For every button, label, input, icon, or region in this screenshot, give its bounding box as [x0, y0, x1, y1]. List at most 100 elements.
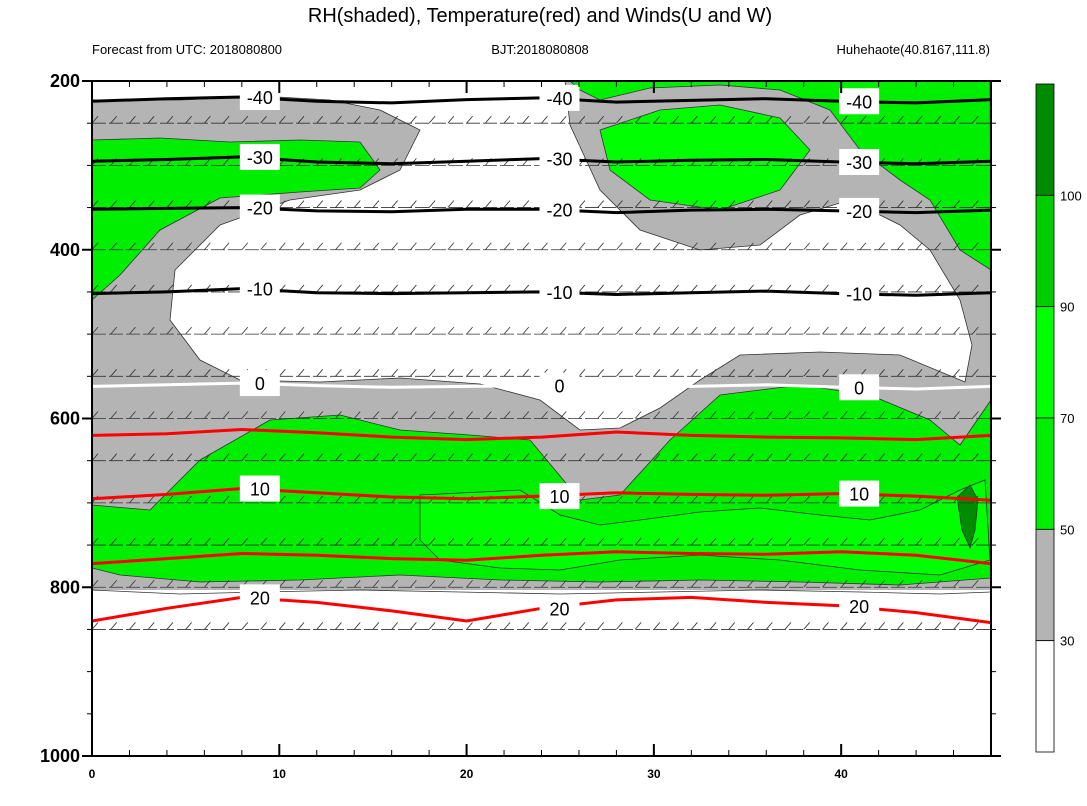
wind-barb [522, 326, 530, 335]
wind-barb [803, 411, 811, 419]
wind-barb [597, 369, 604, 377]
wind-barb [691, 369, 698, 377]
wind-barb [428, 537, 436, 546]
isotherm-label: -20 [846, 202, 872, 222]
wind-barb [971, 284, 979, 293]
surface-line [92, 589, 991, 595]
wind-barb [971, 622, 979, 630]
wind-barb [634, 622, 642, 630]
wind-barb [222, 622, 230, 630]
wind-barb [485, 369, 492, 377]
wind-barb [222, 579, 230, 588]
x-tick-label: 30 [647, 767, 661, 781]
wind-barb [204, 495, 211, 504]
wind-barb [260, 411, 267, 419]
wind-barb [260, 115, 267, 124]
wind-barb [971, 411, 979, 419]
isotherm-label: 20 [549, 599, 569, 619]
wind-barb [953, 579, 960, 588]
wind-barb [653, 579, 661, 588]
wind-barb [278, 453, 286, 461]
wind-barb [147, 326, 155, 335]
wind-barb [353, 242, 361, 251]
wind-barb [204, 200, 211, 208]
isotherm-label: -30 [846, 153, 872, 173]
wind-barb [578, 115, 586, 124]
wind-barb [110, 369, 118, 377]
wind-barb [204, 369, 211, 377]
chart-title: RH(shaded), Temperature(red) and Winds(U… [308, 5, 772, 27]
isotherm-label: -10 [247, 280, 273, 300]
wind-barb [672, 579, 679, 588]
wind-barb [971, 537, 979, 546]
wind-barb [728, 115, 736, 124]
wind-barb [297, 453, 305, 461]
wind-barb [803, 115, 811, 124]
wind-barb [372, 284, 380, 293]
wind-barb [466, 579, 473, 588]
wind-barb [616, 369, 623, 377]
wind-barb [672, 115, 679, 124]
wind-barb [578, 537, 586, 546]
wind-barb [653, 369, 661, 377]
wind-barb [878, 411, 885, 419]
wind-barb [241, 326, 249, 335]
wind-barb [672, 200, 679, 208]
colorbar-segment [1035, 194, 1055, 308]
isotherm-label-box [539, 483, 580, 510]
wind-barb [915, 326, 923, 335]
wind-barb [185, 115, 192, 124]
wind-barb [840, 622, 848, 630]
wind-barb [147, 369, 155, 377]
wind-barb [316, 369, 324, 377]
wind-barb [485, 115, 492, 124]
wind-barb [859, 242, 867, 251]
wind-barb [578, 622, 586, 630]
wind-barb [691, 579, 698, 588]
isotherm-label-box [839, 592, 880, 619]
wind-barb [353, 284, 361, 293]
wind-barb [241, 242, 249, 251]
wind-barb [278, 579, 286, 588]
forecast-info: Forecast from UTC: 2018080800 [92, 42, 282, 57]
wind-barb [709, 369, 717, 377]
wind-barb [372, 242, 380, 251]
wind-barb [559, 622, 567, 630]
isotherm-label: 10 [549, 487, 569, 507]
wind-barb [691, 326, 698, 335]
wind-barb [691, 115, 698, 124]
wind-barb [559, 326, 567, 335]
wind-barb [410, 200, 417, 208]
y-tick-label: 200 [50, 71, 80, 91]
wind-barb [784, 537, 792, 546]
wind-barb [691, 284, 698, 293]
wind-barb [934, 579, 942, 588]
wind-barb [129, 453, 136, 461]
wind-barb [222, 115, 230, 124]
wind-barb [410, 284, 417, 293]
wind-barb [597, 622, 604, 630]
wind-barb [260, 326, 267, 335]
wind-barb [822, 284, 829, 293]
colorbar-tick-label: 100 [1060, 188, 1082, 203]
wind-barb [522, 579, 530, 588]
wind-barb [222, 369, 230, 377]
wind-barb [222, 495, 230, 504]
wind-barb [953, 537, 960, 546]
wind-barb [353, 622, 361, 630]
wind-barb [616, 326, 623, 335]
wind-barb [110, 115, 118, 124]
wind-barb [691, 622, 698, 630]
wind-barb [915, 453, 923, 461]
wind-barb [747, 369, 754, 377]
wind-barb [597, 411, 604, 419]
wind-barb [765, 579, 773, 588]
isotherm-label-box [839, 374, 880, 401]
wind-barb [840, 242, 848, 251]
wind-barb [859, 579, 867, 588]
wind-barb [428, 453, 436, 461]
wind-barb [522, 411, 530, 419]
wind-barb [597, 537, 604, 546]
isotherm-label: 10 [250, 480, 270, 500]
wind-barb [222, 537, 230, 546]
